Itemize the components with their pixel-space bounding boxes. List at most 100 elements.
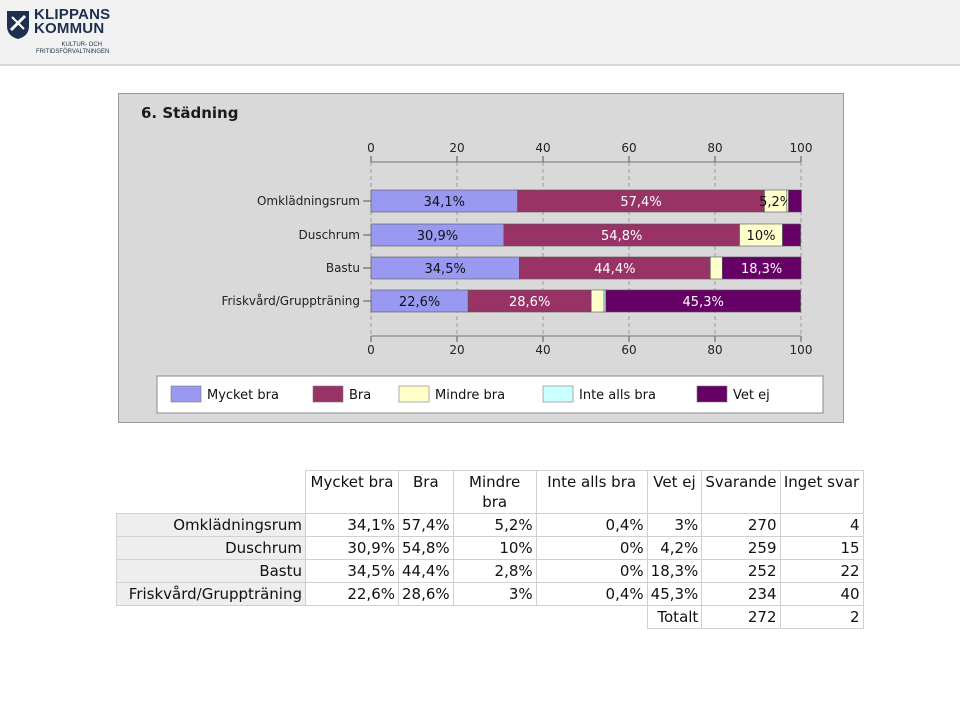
legend-label: Vet ej [733,388,770,403]
row-label: Bastu [116,559,306,583]
cell-vet-ej: 4,2% [646,536,703,560]
cell-mycket-bra: 34,5% [305,559,399,583]
crest-icon [7,11,29,39]
cell-inte-alls-bra: 0% [535,536,648,560]
table-row: Bastu 34,5% 44,4% 2,8% 0% 18,3% 252 22 [116,559,864,583]
x-tick-label-bottom: 60 [621,343,636,357]
category-label: Friskvård/Gruppträning [221,294,360,308]
cell-svarande: 259 [701,536,781,560]
logo-sub-line2: FRITIDSFÖRVALTNINGEN [36,49,110,55]
blank-cell [305,605,399,629]
blank-cell [116,605,306,629]
cell-inte-alls-bra: 0% [535,559,648,583]
cell-inget-svar: 4 [779,513,864,537]
data-label: 54,8% [601,229,642,244]
legend-swatch [542,385,574,403]
bar-segment [722,256,802,280]
header-band: KLIPPANS KOMMUN KULTUR- OCH FRITIDSFÖRVA… [0,0,960,66]
data-label: 18,3% [741,262,782,277]
legend-swatch [696,385,728,403]
x-tick-label-top: 40 [535,141,550,155]
legend-label: Mycket bra [207,388,279,403]
data-label: 30,9% [417,229,458,244]
cell-mindre-bra: 10% [452,536,537,560]
category-label: Omklädningsrum [257,194,360,208]
cell-bra: 44,4% [398,559,454,583]
cell-mindre-bra: 5,2% [452,513,537,537]
blank-cell [398,605,454,629]
bar-segment [782,223,801,247]
bar-segment [709,256,723,280]
stacked-bar-chart: 6. Städning 0 0 20 20 40 40 60 60 80 80 100 100 Omklä… [141,104,824,414]
chart-title: 6. Städning [141,104,238,122]
logo-name-line1: KLIPPANS [34,6,111,23]
table-corner [117,471,306,514]
total-svarande: 272 [701,605,781,629]
table-row: Friskvård/Gruppträning 22,6% 28,6% 3% 0,4% 45… [116,582,864,606]
cell-mindre-bra: 3% [452,582,537,606]
cell-vet-ej: 45,3% [646,582,703,606]
cell-vet-ej: 3% [646,513,703,537]
data-label: 57,4% [620,195,661,210]
logo: KLIPPANS KOMMUN KULTUR- OCH FRITIDSFÖRVA… [6,6,116,58]
x-tick-label-bottom: 100 [790,343,813,357]
x-tick-label-bottom: 0 [367,343,375,357]
cell-mycket-bra: 30,9% [305,536,399,560]
x-tick-label-top: 80 [707,141,722,155]
legend-swatch [170,385,202,403]
table-row: Omklädningsrum 34,1% 57,4% 5,2% 0,4% 3% 270 4 [116,513,864,537]
logo-name: KLIPPANS KOMMUN [34,6,111,37]
data-label: 22,6% [399,295,440,310]
x-tick-label-top: 100 [790,141,813,155]
results-table: Mycket bra Bra Mindre bra Inte alls bra … [116,470,864,629]
col-header-bra: Bra [398,470,454,514]
cell-svarande: 252 [701,559,781,583]
blank-cell [536,605,648,629]
cell-svarande: 270 [701,513,781,537]
logo-sub-line1: KULTUR- OCH [61,42,102,48]
x-tick-label-bottom: 20 [449,343,464,357]
logo-subtitle: KULTUR- OCH FRITIDSFÖRVALTNINGEN [36,42,110,56]
cell-bra: 28,6% [398,582,454,606]
col-header-svarande: Svarande [701,470,781,514]
table-row: Duschrum 30,9% 54,8% 10% 0% 4,2% 259 15 [116,536,864,560]
col-header-mycket-bra: Mycket bra [305,470,399,514]
cell-inget-svar: 40 [779,582,864,606]
total-inget-svar: 2 [779,605,864,629]
legend-swatch [312,385,344,403]
row-label: Duschrum [116,536,306,560]
blank-cell [453,605,537,629]
col-header-vet-ej: Vet ej [646,470,703,514]
x-tick-label-bottom: 40 [535,343,550,357]
data-label: 5,2% [759,195,792,210]
logo-name-line2: KOMMUN [34,20,105,37]
cell-vet-ej: 18,3% [646,559,703,583]
cell-inget-svar: 22 [779,559,864,583]
x-tick-label-top: 20 [449,141,464,155]
data-label: 44,4% [594,262,635,277]
cell-bra: 54,8% [398,536,454,560]
col-header-inte-alls-bra: Inte alls bra [535,470,648,514]
legend-swatch [398,385,430,403]
data-label: 34,1% [424,195,465,210]
x-tick-label-top: 0 [367,141,375,155]
cell-bra: 57,4% [398,513,454,537]
col-header-mindre-bra: Mindre bra [452,470,537,514]
table-total-row: Totalt 272 2 [116,605,864,629]
legend-label: Mindre bra [435,388,505,403]
cell-inte-alls-bra: 0,4% [535,582,648,606]
bar-segment [605,289,801,313]
legend-label: Bra [349,388,371,403]
table-header-row: Mycket bra Bra Mindre bra Inte alls bra … [117,470,864,514]
legend-label: Inte alls bra [579,388,656,403]
x-tick-label-top: 60 [621,141,636,155]
cell-inget-svar: 15 [779,536,864,560]
cell-mycket-bra: 22,6% [305,582,399,606]
cell-inte-alls-bra: 0,4% [535,513,648,537]
chart-panel: 6. Städning 0 0 20 20 40 40 60 60 80 80 100 100 Omklä… [118,93,844,423]
category-label: Bastu [326,261,360,275]
category-label: Duschrum [298,228,360,242]
row-label: Friskvård/Gruppträning [116,582,306,606]
row-label: Omklädningsrum [116,513,306,537]
col-header-inget-svar: Inget svar [779,470,864,514]
